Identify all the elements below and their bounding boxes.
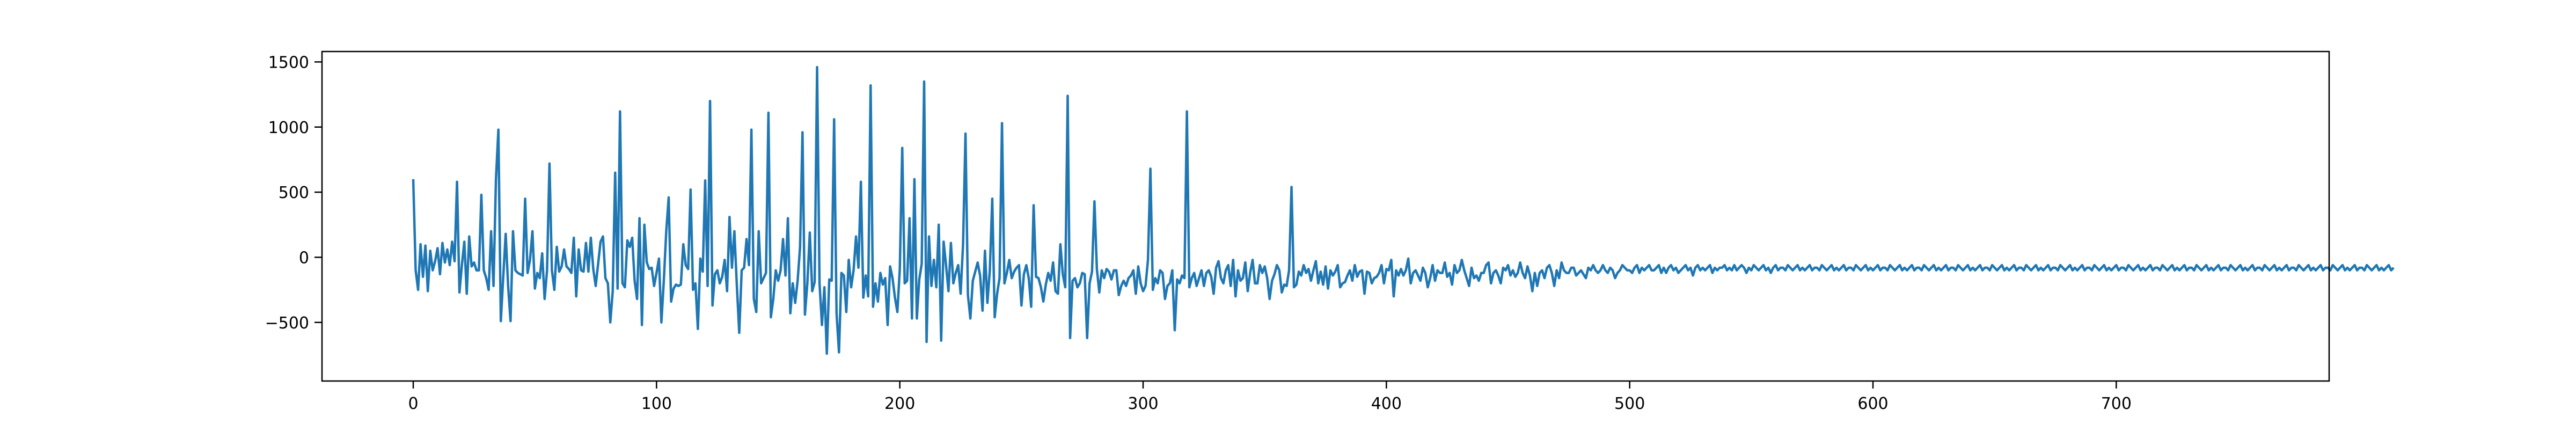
y-tick-label: 0	[299, 248, 309, 267]
x-tick-label: 0	[408, 394, 418, 413]
x-tick-label: 500	[1614, 394, 1645, 413]
x-tick-label: 600	[1857, 394, 1888, 413]
y-axis: −500 0 500 1000 1500	[265, 53, 322, 333]
x-tick-label: 700	[2101, 394, 2132, 413]
plot-area	[412, 65, 2395, 355]
axes-frame	[321, 50, 2330, 382]
x-tick-label: 200	[884, 394, 915, 413]
x-axis: 0 100 200 300 400 500 600 700	[408, 381, 2132, 413]
series-line-0	[412, 65, 2395, 355]
x-tick-label: 400	[1371, 394, 1402, 413]
x-tick-label: 300	[1128, 394, 1158, 413]
y-tick-label: 500	[279, 184, 309, 202]
y-tick-label: 1500	[268, 53, 309, 72]
x-tick-label: 100	[641, 394, 672, 413]
y-tick-label: 1000	[268, 119, 309, 137]
y-tick-label: −500	[265, 314, 309, 333]
